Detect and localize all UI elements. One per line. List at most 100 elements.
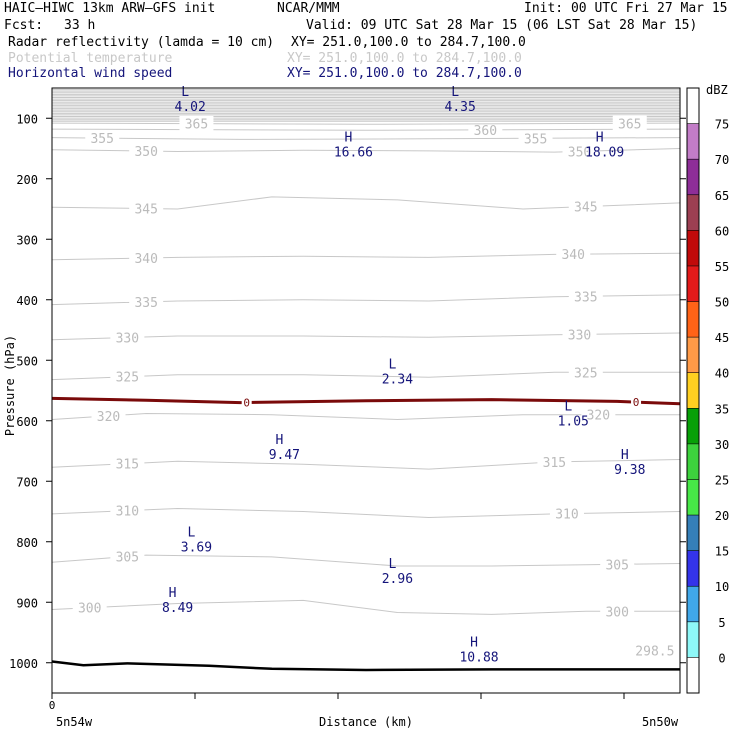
wind-extremum-value: 2.96 bbox=[382, 572, 413, 587]
wind-extremum-l: L bbox=[564, 400, 572, 415]
theta-label-bg bbox=[110, 548, 145, 564]
freezing-label-bg bbox=[241, 396, 252, 409]
y-tick-label: 600 bbox=[16, 415, 38, 429]
theta-label-bg bbox=[129, 143, 164, 159]
theta-label-bg bbox=[581, 406, 616, 422]
wind-extremum-value: 4.35 bbox=[445, 100, 476, 115]
colorbar-level: 35 bbox=[715, 402, 729, 416]
theta-label: 315 bbox=[116, 458, 139, 473]
theta-label: 360 bbox=[474, 124, 497, 139]
theta-label: 305 bbox=[116, 551, 139, 566]
colorbar-level: 55 bbox=[715, 260, 729, 274]
colorbar-level: 50 bbox=[715, 296, 729, 310]
colorbar-frame bbox=[686, 87, 700, 694]
theta-label-bg bbox=[568, 198, 603, 214]
colorbar-cell bbox=[687, 194, 699, 231]
theta-label: 355 bbox=[524, 132, 547, 147]
field-name-wind: Horizontal wind speed bbox=[8, 66, 173, 81]
theta-label-bg bbox=[637, 642, 672, 658]
theta-label-bg bbox=[72, 599, 107, 615]
colorbar-cell bbox=[687, 586, 699, 622]
wind-extremum-h: H bbox=[596, 130, 604, 145]
theta-label-bg bbox=[110, 329, 145, 345]
y-tick-label: 100 bbox=[16, 112, 38, 126]
theta-label: 300 bbox=[78, 602, 101, 617]
wind-extremum-value: 16.66 bbox=[334, 145, 373, 160]
theta-label: 365 bbox=[618, 117, 641, 132]
colorbar-cell bbox=[687, 621, 699, 658]
wind-extremum-l: L bbox=[388, 357, 396, 372]
y-tick-label: 900 bbox=[16, 596, 38, 610]
wind-extremum-l: L bbox=[388, 557, 396, 572]
colorbar-cell bbox=[687, 265, 699, 302]
theta-label: 315 bbox=[543, 456, 566, 471]
theta-label-bg bbox=[179, 115, 214, 131]
theta-label: 350 bbox=[568, 145, 591, 160]
colorbar-level: 30 bbox=[715, 438, 729, 452]
colorbar-cell bbox=[687, 657, 699, 693]
theta-label-bg bbox=[537, 453, 572, 469]
theta-label-bg bbox=[600, 556, 635, 572]
field-name-theta: Potential temperature bbox=[8, 51, 173, 66]
colorbar-cell bbox=[687, 159, 699, 195]
theta-contour-305 bbox=[51, 554, 681, 567]
theta-label-bg bbox=[110, 502, 145, 518]
plot-frame bbox=[51, 87, 681, 694]
wind-extremum-value: 4.02 bbox=[175, 100, 206, 115]
colorbar-cell bbox=[687, 88, 699, 124]
theta-label: 310 bbox=[116, 505, 139, 520]
y-tick-label: 400 bbox=[16, 294, 38, 308]
colorbar-level: 40 bbox=[715, 367, 729, 381]
wind-extremum-value: 9.47 bbox=[269, 448, 300, 463]
wind-extremum-l: L bbox=[188, 525, 196, 540]
wind-extremum-value: 10.88 bbox=[459, 651, 498, 666]
wind-extremum-h: H bbox=[345, 130, 353, 145]
field-name-reflectivity: Radar reflectivity (lamda = 10 cm) bbox=[8, 35, 275, 50]
theta-label: 330 bbox=[568, 328, 591, 343]
colorbar-level: 15 bbox=[715, 545, 729, 559]
x-axis-title: Distance (km) bbox=[319, 715, 413, 729]
theta-label-bg bbox=[110, 455, 145, 471]
colorbar-cell bbox=[687, 550, 699, 587]
wind-extremum-h: H bbox=[470, 636, 478, 651]
x-right-location: 5n50w bbox=[642, 715, 679, 729]
colorbar-level: 25 bbox=[715, 473, 729, 487]
wind-extremum-value: 18.09 bbox=[585, 145, 624, 160]
freezing-label: 0 bbox=[243, 397, 250, 410]
forecast-label: Fcst: bbox=[4, 18, 44, 33]
theta-contour-310 bbox=[51, 507, 681, 519]
theta-label: 340 bbox=[561, 248, 584, 263]
wind-extremum-value: 9.38 bbox=[614, 463, 645, 478]
wind-extremum-value: 3.69 bbox=[181, 540, 212, 555]
x-start-label: 0 bbox=[49, 699, 56, 712]
theta-label: 335 bbox=[574, 290, 597, 305]
theta-label: 298.5 bbox=[635, 645, 674, 660]
wind-extremum-value: 2.34 bbox=[382, 372, 413, 387]
theta-label-bg bbox=[110, 368, 145, 384]
theta-label: 355 bbox=[90, 132, 113, 147]
colorbar-cell bbox=[687, 515, 699, 551]
theta-label-bg bbox=[129, 200, 164, 216]
colorbar-cell bbox=[687, 479, 699, 516]
theta-label: 335 bbox=[134, 296, 157, 311]
theta-label: 350 bbox=[134, 145, 157, 160]
theta-label-bg bbox=[129, 293, 164, 309]
theta-label-bg bbox=[568, 364, 603, 380]
theta-contour-360 bbox=[51, 128, 681, 131]
field-xy-wind: XY= 251.0,100.0 to 284.7,100.0 bbox=[287, 66, 522, 81]
theta-label-bg bbox=[129, 250, 164, 266]
terrain-line bbox=[51, 660, 680, 672]
wind-extremum-value: 1.05 bbox=[558, 415, 589, 430]
freezing-label-bg bbox=[631, 396, 642, 409]
x-left-location: 5n54w bbox=[56, 715, 93, 729]
theta-label-bg bbox=[568, 288, 603, 304]
theta-label-bg bbox=[468, 121, 503, 137]
y-tick-label: 800 bbox=[16, 536, 38, 550]
theta-contour-300 bbox=[51, 599, 680, 615]
y-axis-title: Pressure (hPa) bbox=[3, 335, 17, 436]
colorbar-cell bbox=[687, 337, 699, 373]
theta-label-bg bbox=[562, 143, 597, 159]
wind-extremum-value: 8.49 bbox=[162, 601, 193, 616]
colorbar-cell bbox=[687, 230, 699, 266]
